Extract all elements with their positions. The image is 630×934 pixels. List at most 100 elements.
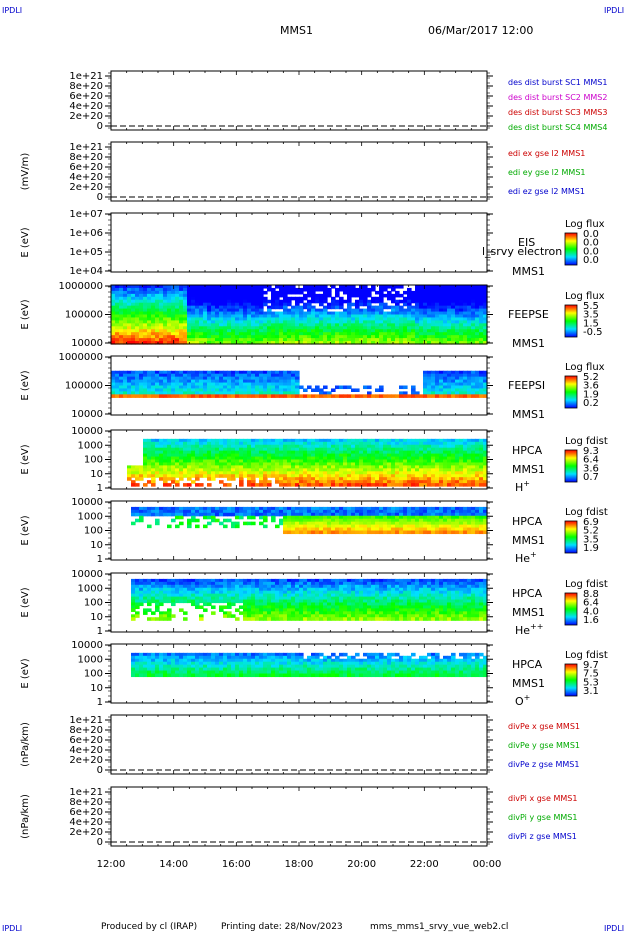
spectrogram-cell [251,521,256,526]
spectrogram-cell [483,530,488,535]
spectrogram-cell [195,308,200,313]
spectrogram-cell [479,515,484,520]
eis-ylabel: E (eV) [20,227,31,257]
spectrogram-cell [383,462,388,466]
spectrogram-cell [395,474,400,478]
spectrogram-cell [147,338,152,342]
spectrogram-cell [147,438,152,443]
spectrogram-cell [231,394,236,398]
spectrogram-cell [187,332,192,336]
spectrogram-cell [227,299,232,304]
spectrogram-cell [467,341,472,345]
spectrogram-cell [371,320,376,324]
spectrogram-cell [251,477,256,481]
spectrogram-cell [223,305,228,310]
spectrogram-cell [235,338,240,342]
spectrogram-cell [175,444,180,449]
spectrogram-cell [183,447,188,452]
spectrogram-cell [403,329,408,333]
spectrogram-cell [299,465,304,469]
spectrogram-cell [387,524,392,529]
spectrogram-cell [427,388,432,392]
spectrogram-cell [231,285,236,289]
spectrogram-cell [467,450,472,455]
spectrogram-cell [291,471,296,475]
spectrogram-cell [231,329,236,333]
spectrogram-cell [231,302,236,307]
spectrogram-cell [331,456,336,461]
spectrogram-cell [187,447,192,452]
spectrogram-cell [423,335,428,339]
spectrogram-cell [475,515,480,520]
spectrogram-cell [243,373,248,378]
spectrogram-cell [419,530,424,535]
spectrogram-cell [343,314,348,319]
spectrogram-cell [455,477,460,481]
spectrogram-cell [383,447,388,452]
spectrogram-cell [187,521,192,526]
spectrogram-cell [159,341,164,345]
spectrogram-cell [283,438,288,443]
spectrogram-cell [291,453,296,458]
spectrogram-cell [295,311,300,316]
spectrogram-cell [135,332,140,336]
spectrogram-cell [455,509,460,514]
spectrogram-cell [251,459,256,464]
spectrogram-cell [415,341,420,345]
spectrogram-cell [455,438,460,443]
spectrogram-cell [231,379,236,384]
spectrogram-cell [227,302,232,307]
spectrogram-cell [159,302,164,307]
spectrogram-cell [147,308,152,313]
spectrogram-cell [139,477,144,481]
spectrogram-cell [295,465,300,469]
feepsi-spectrogram [111,370,488,398]
spectrogram-cell [315,338,320,342]
spectrogram-cell [231,524,236,529]
spectrogram-cell [467,317,472,321]
spectrogram-cell [235,509,240,514]
spectrogram-cell [159,314,164,319]
spectrogram-cell [207,376,212,381]
spectrogram-cell [287,338,292,342]
spectrogram-cell [215,450,220,455]
spectrogram-cell [207,441,212,446]
spectrogram-cell [187,441,192,446]
spectrogram-cell [175,441,180,446]
spectrogram-cell [407,317,412,321]
spectrogram-cell [279,285,284,289]
spectrogram-cell [231,314,236,319]
spectrogram-cell [243,462,248,466]
spectrogram-cell [279,293,284,298]
spectrogram-cell [439,465,444,469]
spectrogram-cell [211,287,216,292]
spectrogram-cell [243,506,248,511]
spectrogram-cell [167,320,172,324]
spectrogram-cell [319,453,324,458]
spectrogram-cell [275,462,280,466]
spectrogram-cell [351,459,356,464]
spectrogram-cell [215,391,220,395]
spectrogram-cell [411,515,416,520]
spectrogram-cell [303,293,308,298]
spectrogram-cell [323,453,328,458]
spectrogram-cell [295,438,300,443]
spectrogram-cell [227,388,232,392]
spectrogram-cell [239,379,244,384]
spectrogram-cell [399,438,404,443]
spectrogram-cell [439,506,444,511]
spectrogram-cell [411,480,416,484]
spectrogram-cell [195,320,200,324]
spectrogram-cell [203,444,208,449]
spectrogram-cell [395,483,400,487]
spectrogram-cell [327,444,332,449]
spectrogram-cell [219,373,224,378]
spectrogram-cell [451,285,456,289]
spectrogram-cell [351,474,356,478]
spectrogram-cell [363,509,368,514]
spectrogram-cell [179,293,184,298]
spectrogram-cell [447,290,452,295]
spectrogram-cell [215,317,220,321]
spectrogram-cell [167,335,172,339]
spectrogram-cell [355,311,360,316]
